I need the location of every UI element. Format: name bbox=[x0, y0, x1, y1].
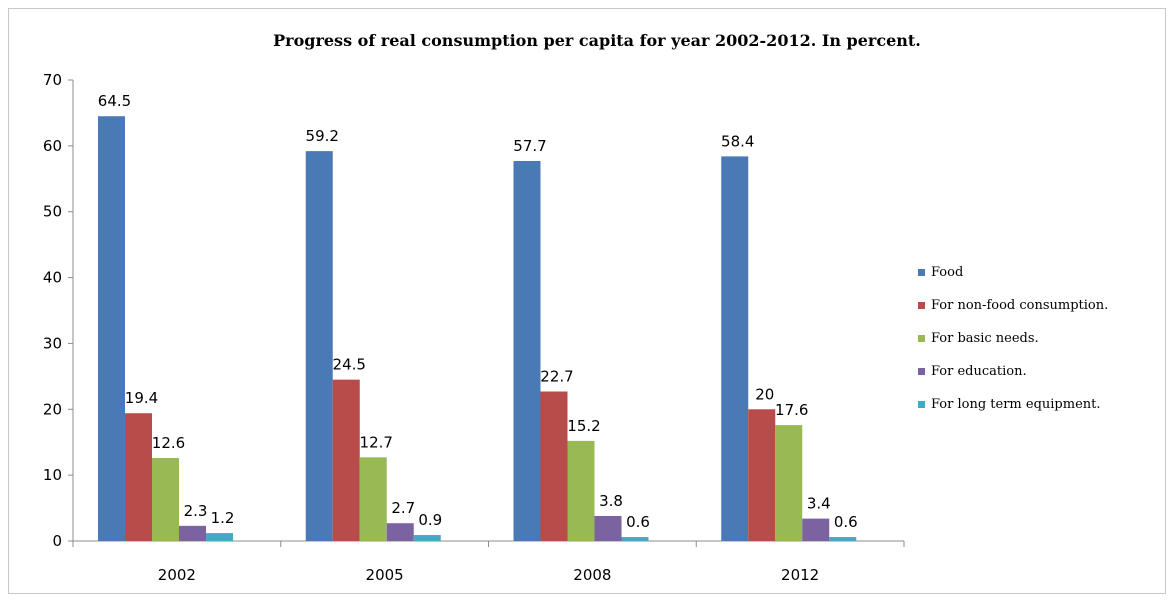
data-label: 59.2 bbox=[306, 127, 339, 145]
bar bbox=[513, 161, 541, 542]
bar bbox=[359, 457, 387, 541]
y-tick-label: 10 bbox=[43, 466, 62, 484]
bar bbox=[386, 523, 414, 541]
data-label: 12.6 bbox=[152, 434, 185, 452]
legend-label: For basic needs. bbox=[931, 331, 1039, 346]
y-tick-label: 30 bbox=[43, 334, 62, 352]
chart-data-labels: 64.5 19.4 12.6 2.3 1.2 59.2 24.5 12.7 2.70.9 57.7… bbox=[98, 92, 858, 531]
legend-label: For non-food consumption. bbox=[931, 298, 1109, 313]
bar bbox=[206, 533, 233, 541]
bar bbox=[413, 535, 441, 541]
y-tick-label: 50 bbox=[43, 203, 62, 221]
y-tick-label: 60 bbox=[43, 137, 62, 155]
bar bbox=[305, 151, 333, 541]
y-tick-label: 20 bbox=[43, 400, 62, 418]
bar bbox=[594, 515, 622, 541]
legend-label: Food bbox=[931, 265, 964, 280]
legend-label: For education. bbox=[931, 364, 1027, 379]
y-tick-label: 40 bbox=[43, 269, 62, 287]
chart-legend: Food For non-food consumption. For basic n… bbox=[917, 256, 1174, 421]
bar bbox=[125, 413, 152, 541]
legend-swatch bbox=[918, 401, 925, 408]
bar bbox=[775, 425, 803, 541]
data-label: 3.4 bbox=[807, 495, 831, 513]
bar bbox=[802, 518, 830, 541]
bar bbox=[540, 391, 568, 541]
y-tick-label: 70 bbox=[43, 71, 62, 89]
data-label: 3.8 bbox=[599, 492, 623, 510]
legend-item: For long term equipment. bbox=[917, 388, 1174, 421]
data-label: 58.4 bbox=[721, 132, 754, 150]
x-category-label: 2002 bbox=[158, 566, 196, 584]
chart-bars bbox=[98, 116, 857, 542]
bar bbox=[332, 379, 360, 541]
legend-item: For basic needs. bbox=[917, 322, 1174, 355]
legend-swatch bbox=[918, 335, 925, 342]
bar bbox=[567, 440, 595, 541]
data-label: 0.6 bbox=[626, 513, 650, 531]
x-category-label: 2012 bbox=[781, 566, 819, 584]
data-label: 0.9 bbox=[418, 511, 442, 529]
bar bbox=[748, 409, 776, 541]
bar bbox=[179, 525, 206, 541]
legend-item: For non-food consumption. bbox=[917, 289, 1174, 322]
data-label: 15.2 bbox=[567, 417, 600, 435]
legend-swatch bbox=[918, 302, 925, 309]
bar bbox=[829, 537, 857, 541]
bar bbox=[152, 458, 179, 541]
x-category-label: 2008 bbox=[573, 566, 611, 584]
chart-title: Progress of real consumption per capita … bbox=[273, 31, 921, 50]
legend-item: For education. bbox=[917, 355, 1174, 388]
legend-label: For long term equipment. bbox=[931, 397, 1101, 412]
legend-swatch bbox=[918, 368, 925, 375]
data-label: 19.4 bbox=[125, 389, 158, 407]
data-label: 2.3 bbox=[184, 502, 208, 520]
y-tick-label: 0 bbox=[52, 532, 62, 550]
data-label: 22.7 bbox=[540, 368, 573, 386]
data-label: 2.7 bbox=[391, 499, 415, 517]
bar bbox=[721, 156, 749, 541]
bar bbox=[621, 537, 649, 541]
data-label: 1.2 bbox=[211, 509, 235, 527]
data-label: 0.6 bbox=[834, 513, 858, 531]
data-label: 24.5 bbox=[333, 356, 366, 374]
data-label: 12.7 bbox=[360, 433, 393, 451]
data-label: 57.7 bbox=[513, 137, 546, 155]
x-category-label: 2005 bbox=[366, 566, 404, 584]
bar bbox=[98, 116, 125, 541]
data-label: 17.6 bbox=[775, 401, 808, 419]
legend-swatch bbox=[918, 269, 925, 276]
data-label: 64.5 bbox=[98, 92, 131, 110]
data-label: 20 bbox=[755, 385, 774, 403]
legend-item: Food bbox=[917, 256, 1174, 289]
chart-axes: 0 10 20 30 40 50 60 70 2002 2005 2008 2012 bbox=[43, 71, 905, 584]
